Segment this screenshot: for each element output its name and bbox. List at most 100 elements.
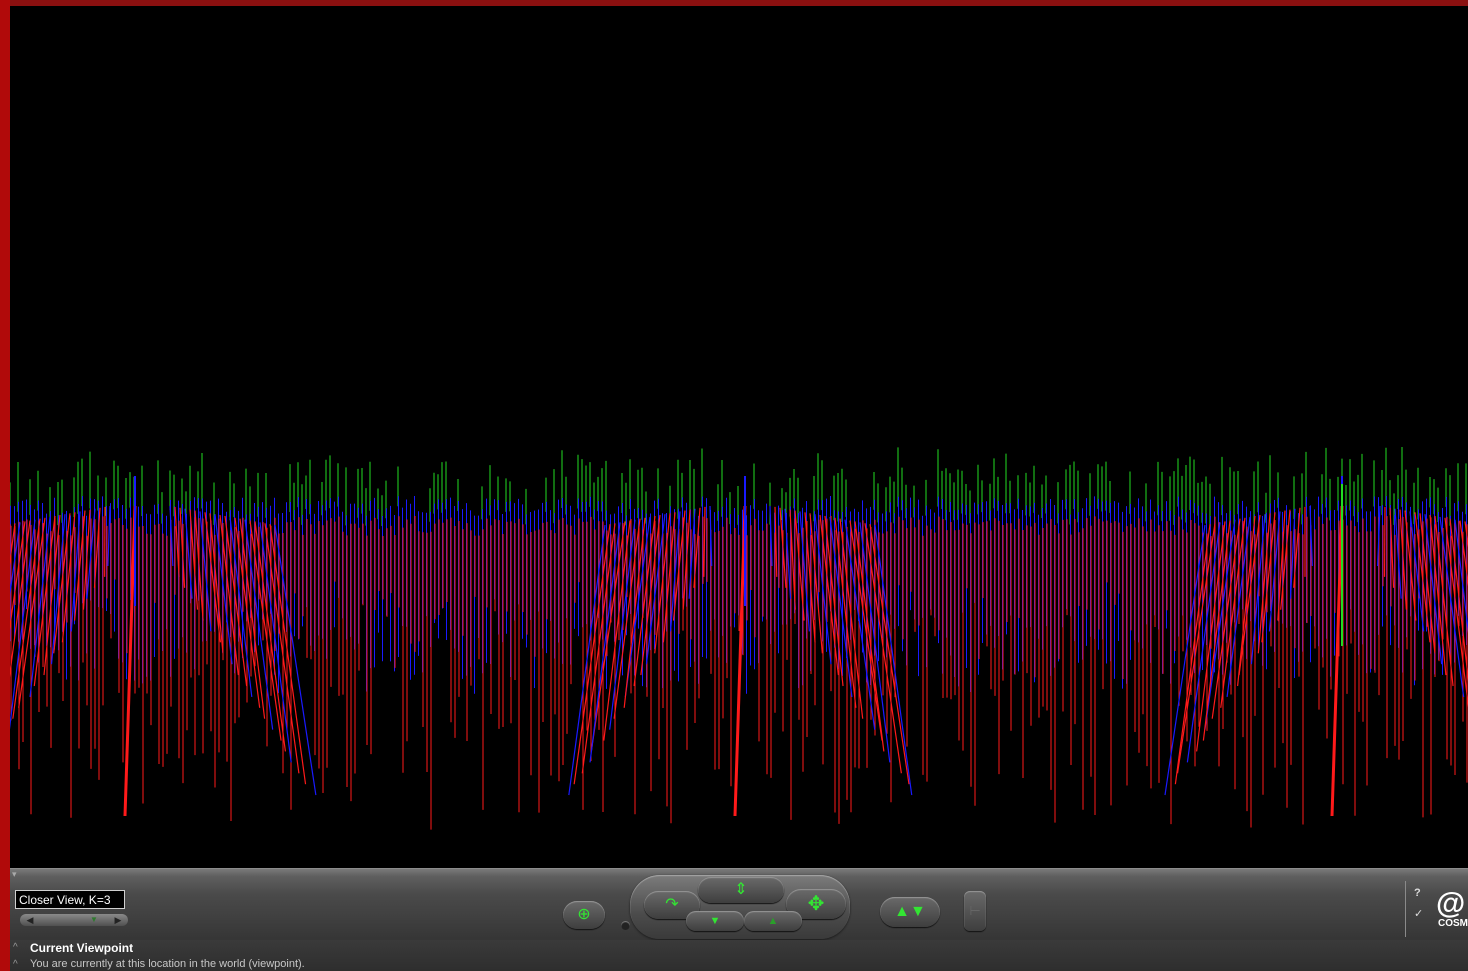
fan-stick xyxy=(819,515,839,676)
fan-stick xyxy=(174,506,180,577)
vrml-3d-viewport[interactable] xyxy=(10,6,1468,868)
tilt-up-icon: ▲ xyxy=(767,915,779,927)
fan-stick xyxy=(839,518,864,719)
fan-stick xyxy=(804,512,816,643)
fan-stick xyxy=(219,515,239,676)
fan-stick xyxy=(844,519,876,730)
brand-logo-text: COSM xyxy=(1438,918,1468,929)
cosmo-logo-icon: @ xyxy=(1436,887,1466,920)
fan-stick xyxy=(624,516,651,697)
fan-stick xyxy=(613,518,641,719)
fan-stick xyxy=(774,506,778,577)
fan-stick xyxy=(859,522,891,763)
fan-stick xyxy=(10,521,26,630)
fan-stick xyxy=(33,515,56,687)
fan-stick xyxy=(1414,512,1431,643)
viewpoint-list-icon[interactable]: ▼ xyxy=(90,915,98,924)
fan-stick xyxy=(799,511,810,632)
fan-stick xyxy=(1277,510,1286,621)
fan-stick xyxy=(581,523,616,774)
fan-stick xyxy=(249,520,282,741)
fan-stick xyxy=(86,508,96,599)
viewpoint-stepper[interactable]: ◀ ▼ ▶ xyxy=(20,914,128,926)
fan-stick xyxy=(259,522,292,763)
tilt-down-button[interactable]: ▼ xyxy=(686,911,744,931)
viewpoint-name-field[interactable]: Closer View, K=3 xyxy=(15,890,125,909)
fan-stick xyxy=(169,505,174,567)
fan-stick xyxy=(645,514,666,665)
examine-icon: ▲▼ xyxy=(894,903,926,920)
fan-stick xyxy=(1196,521,1226,752)
fan-stick xyxy=(568,525,606,796)
fan-stick xyxy=(1399,509,1407,610)
fan-stick xyxy=(18,517,46,708)
fan-stick xyxy=(1226,516,1251,697)
fan-stick xyxy=(1174,524,1211,785)
next-viewpoint-button[interactable]: ▶ xyxy=(114,915,122,925)
fan-stick xyxy=(1237,515,1256,687)
fan-stick xyxy=(1439,516,1465,697)
fan-stick xyxy=(633,515,656,687)
fan-stick xyxy=(82,509,91,610)
fan-stick xyxy=(1377,505,1381,567)
fan-stick xyxy=(1164,525,1206,796)
tall-post xyxy=(1330,505,1344,817)
fan-stick xyxy=(269,524,307,785)
examine-button[interactable]: ▲▼ xyxy=(880,897,940,927)
fan-stick xyxy=(1424,514,1443,665)
fan-stick xyxy=(1289,508,1296,599)
navigation-dashboard: ▾ Closer View, K=3 ◀ ▼ ▶ ⊕ ↷ ⇕ ✥ ▼ ▲ ▲▼ … xyxy=(10,868,1468,941)
status-description: You are currently at this location in th… xyxy=(30,958,305,970)
scene-canvas[interactable] xyxy=(10,6,1468,868)
fan-stick xyxy=(590,521,626,752)
fan-stick xyxy=(194,510,204,621)
fan-stick xyxy=(662,512,676,643)
walk-icon: ↷ xyxy=(665,896,679,913)
seek-button[interactable]: ⊕ xyxy=(563,901,605,929)
fan-stick xyxy=(244,519,274,730)
fan-stick xyxy=(204,512,222,643)
fan-stick xyxy=(603,520,631,741)
fan-stick xyxy=(61,512,76,643)
left-frame-border xyxy=(0,0,10,971)
fan-stick xyxy=(669,511,681,632)
fan-stick xyxy=(1280,509,1291,610)
fan-stick xyxy=(1409,511,1425,632)
fan-stick xyxy=(654,513,671,654)
fan-stick xyxy=(10,520,31,678)
fan-stick xyxy=(623,517,646,708)
fan-stick xyxy=(1257,513,1271,654)
fan-stick xyxy=(93,507,101,588)
previous-viewpoint-button[interactable]: ◀ xyxy=(26,915,34,925)
fan-stick xyxy=(869,524,910,785)
help-icon[interactable]: ? xyxy=(1414,887,1421,899)
fan-stick xyxy=(849,520,883,741)
fan-stick xyxy=(672,510,686,621)
fan-stick xyxy=(1250,514,1266,665)
expand-status-icon[interactable]: ^ xyxy=(13,942,18,953)
tilt-up-button[interactable]: ▲ xyxy=(744,911,802,931)
logo-area: ? ✓ @ xyxy=(1405,881,1468,937)
fan-stick xyxy=(834,517,857,708)
fan-stick xyxy=(53,513,71,654)
fan-stick xyxy=(640,515,661,676)
fan-stick xyxy=(829,516,853,697)
collapse-dashboard-icon[interactable]: ▾ xyxy=(12,869,17,879)
preferences-icon[interactable]: ✓ xyxy=(1414,908,1424,920)
fan-stick xyxy=(609,519,636,730)
straighten-button[interactable]: ⊢ xyxy=(964,891,986,931)
expand-desc-icon[interactable]: ^ xyxy=(13,959,18,970)
status-title: Current Viewpoint xyxy=(30,941,134,955)
seek-handle-icon xyxy=(621,921,630,930)
fan-stick xyxy=(74,510,86,621)
slide-button[interactable]: ⇕ xyxy=(698,877,784,903)
fan-stick xyxy=(1176,523,1216,774)
fan-stick xyxy=(573,524,611,785)
fan-stick xyxy=(1404,510,1417,621)
fan-stick xyxy=(1309,505,1313,567)
status-bar: ^ Current Viewpoint ^ You are currently … xyxy=(10,940,1468,971)
fan-stick xyxy=(214,514,233,665)
fan-stick xyxy=(709,505,713,567)
straighten-icon: ⊢ xyxy=(969,903,981,918)
fan-stick xyxy=(1389,507,1395,588)
